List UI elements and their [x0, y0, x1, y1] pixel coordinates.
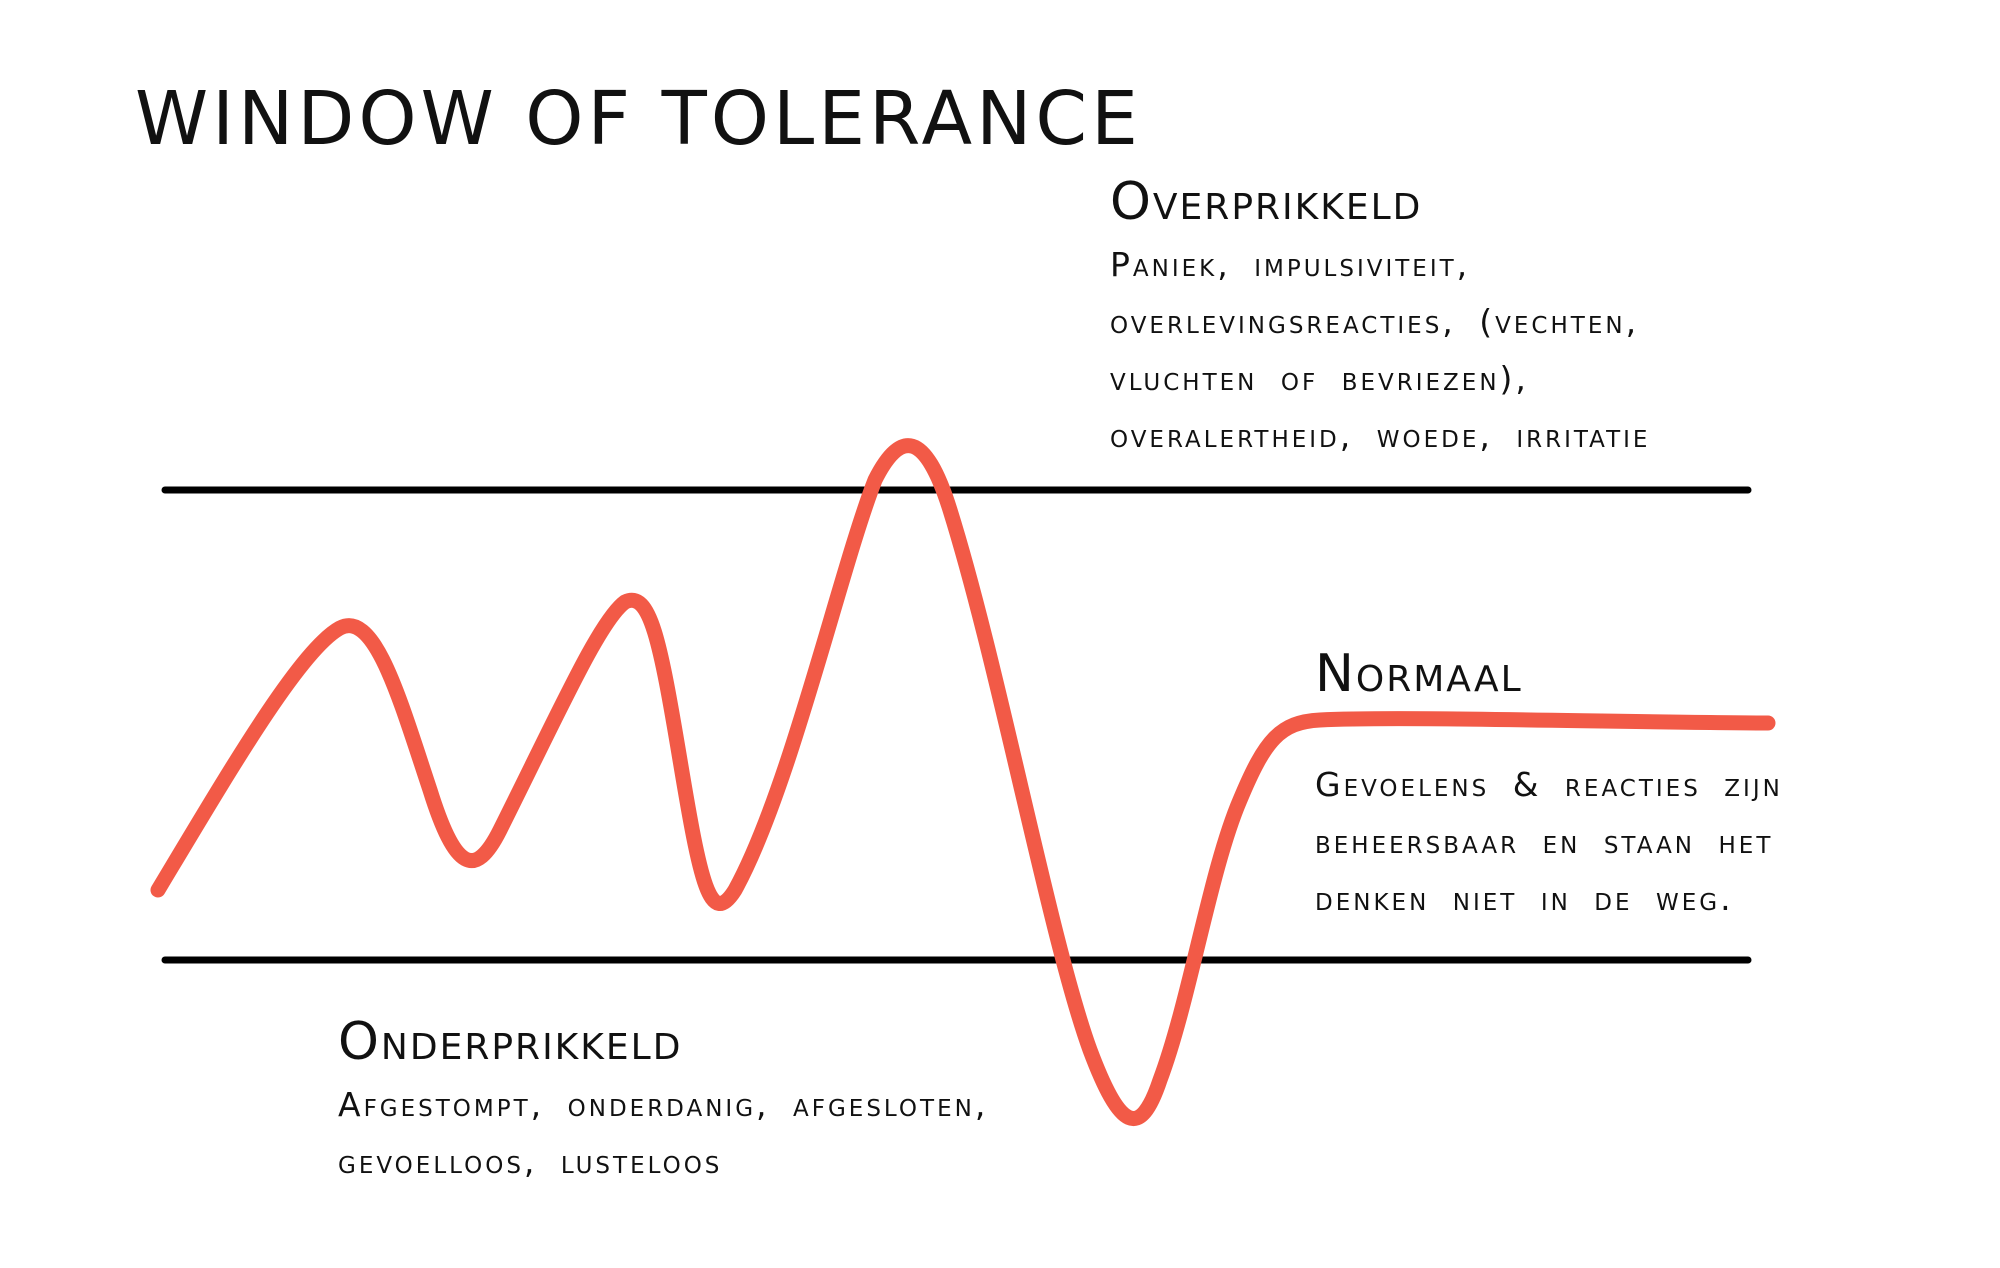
overprikkeld-line: overalertheid, woede, irritatie [1110, 416, 1651, 455]
overprikkeld-line: vluchten of bevriezen), [1110, 359, 1529, 398]
arousal-curve [150, 438, 1776, 1126]
normaal-line: beheersbaar en staan het [1315, 822, 1774, 861]
diagram-title: WINDOW OF TOLERANCE [135, 76, 1142, 162]
onderprikkeld-line: Afgestompt, onderdanig, afgesloten, [338, 1085, 989, 1124]
normaal-description: Gevoelens & reacties zijn beheersbaar en… [1315, 756, 1783, 927]
onderprikkeld-description: Afgestompt, onderdanig, afgesloten, gevo… [338, 1076, 988, 1190]
overprikkeld-line: Paniek, impulsiviteit, [1110, 245, 1471, 284]
overprikkeld-description: Paniek, impulsiviteit, overlevingsreacti… [1110, 236, 1650, 464]
normaal-line: denken niet in de weg. [1315, 879, 1734, 918]
normaal-line: Gevoelens & reacties zijn [1315, 765, 1783, 804]
onderprikkeld-heading: Onderprikkeld [338, 1012, 683, 1072]
normaal-heading: Normaal [1315, 644, 1523, 704]
overprikkeld-heading: Overprikkeld [1110, 172, 1423, 232]
onderprikkeld-line: gevoelloos, lusteloos [338, 1142, 723, 1181]
overprikkeld-line: overlevingsreacties, (vechten, [1110, 302, 1640, 341]
